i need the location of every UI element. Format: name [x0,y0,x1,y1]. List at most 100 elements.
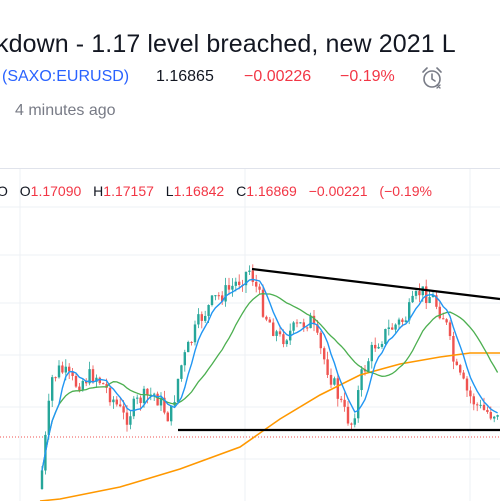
legend-change-percent: (−0.19% [379,183,432,199]
candle-body [333,378,336,385]
low-label: L [165,183,174,199]
candle-body [183,352,186,366]
candle-body [112,399,115,403]
candle-body [227,285,231,290]
candle-body [159,397,163,406]
candle-body [357,390,360,419]
candle-body [255,281,258,287]
candle-body [234,281,237,286]
candle-body [47,400,50,435]
candle-body [282,334,285,345]
candle-body [278,331,282,335]
close-label: C [236,183,247,199]
candle-body [316,324,319,333]
open-value: 1.17090 [30,183,82,199]
candle-body [136,397,139,399]
candle-body [207,305,210,316]
candle-body [425,286,428,304]
moving-average-orange [39,352,500,501]
candle-body [190,341,193,343]
candle-body [125,412,129,425]
candle-body [306,327,309,329]
candle-body [302,322,305,328]
candle-body [455,361,458,366]
price-change-percent: −0.19% [340,68,395,85]
candle-body [353,418,356,425]
candle-body [496,415,499,417]
candle-body [51,377,54,401]
candle-body [438,306,441,319]
candle-body [156,393,159,406]
price-change: −0.00226 [244,68,312,85]
candle-body [64,366,67,373]
candle-body [54,377,57,379]
candle-body [295,322,299,324]
candle-body [401,319,404,322]
resistance-trendline [251,267,500,301]
high-label: H [93,183,104,199]
candle-body [486,409,489,413]
candle-body [231,285,234,290]
candle-body [394,324,397,330]
last-price: 1.16865 [156,68,214,85]
candle-body [360,369,363,391]
close-value: 1.16869 [246,183,297,199]
candle-body [217,295,220,297]
candle-body [465,378,469,391]
candle-body [285,340,288,345]
candle-body [459,365,462,373]
candle-body [367,361,370,372]
candle-body [350,423,353,425]
candle-body [404,320,407,322]
legend-change: −0.00221 [308,183,368,199]
candle-body [397,319,401,325]
candle-body [275,331,278,336]
candle-body [81,380,84,391]
candle-body [418,291,421,296]
candle-body [469,390,472,397]
candle-body [244,271,248,286]
candle-body [493,416,496,419]
candle-body [370,344,373,362]
candle-body [187,341,190,353]
alarm-clock-icon[interactable] [418,64,446,92]
candle-body [272,322,275,336]
candle-body [176,378,180,402]
candle-body [200,314,203,321]
candle-body [448,322,452,337]
candle-body [88,369,91,384]
candle-body [197,314,200,325]
candle-body [479,404,482,406]
candle-body [214,295,217,297]
ohlc-legend: O O1.17090 H1.17157 L1.16842 C1.16869 −0… [0,183,432,199]
candle-body [343,399,346,407]
candle-body [445,319,448,323]
candle-body [435,295,438,307]
candle-body [91,369,95,382]
candle-body [472,396,475,405]
candle-body [428,297,431,304]
candle-body [265,316,268,320]
candle-body [442,318,445,320]
candle-body [421,286,424,296]
candle-body [268,319,271,323]
candle-body [142,388,146,404]
candle-body [414,291,418,296]
candle-body [163,397,166,413]
candle-body [40,470,44,489]
candle-body [312,315,316,325]
candle-body [299,322,302,324]
candle-body [115,399,118,405]
candle-body [248,270,251,272]
candle-body [323,348,326,360]
published-time: 4 minutes ago [15,102,116,119]
high-value: 1.17157 [103,183,154,199]
candle-body [122,406,125,413]
candle-body [238,281,241,285]
candle-body [384,328,387,344]
candle-body [292,322,295,331]
symbol-link[interactable]: (SAXO:EURUSD) [2,68,130,85]
candle-body [221,295,224,302]
price-chart[interactable] [0,168,500,501]
candle-body [380,343,384,347]
